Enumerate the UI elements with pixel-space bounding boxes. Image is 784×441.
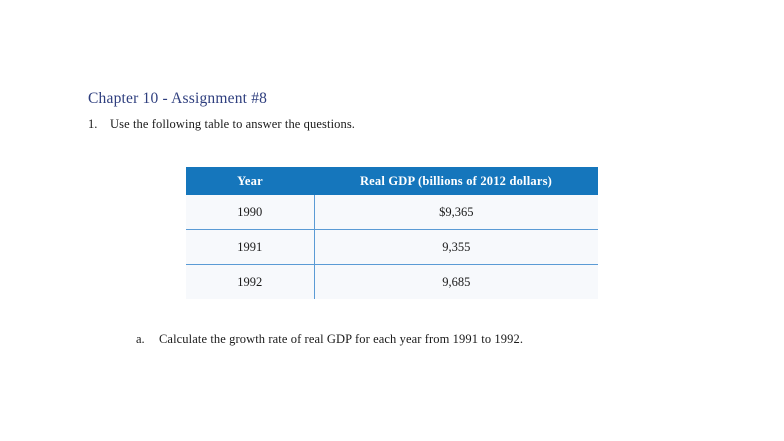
cell-real-gdp: 9,685 (313, 264, 598, 299)
question-1-text: Use the following table to answer the qu… (110, 117, 356, 131)
table-header: Year Real GDP (billions of 2012 dollars) (186, 167, 598, 195)
table-header-row: Year Real GDP (billions of 2012 dollars) (186, 167, 598, 195)
table-row: 1991 9,355 (186, 229, 598, 265)
cell-real-gdp: 9,355 (313, 229, 598, 265)
cell-year: 1991 (186, 229, 314, 265)
table-row: 1990 $9,365 (186, 195, 598, 230)
table-row: 1992 9,685 (186, 264, 598, 299)
question-1a-marker: a. (136, 332, 145, 346)
question-1: 1. Use the following table to answer the… (88, 117, 355, 132)
column-header-year: Year (186, 167, 314, 195)
column-header-real-gdp: Real GDP (billions of 2012 dollars) (314, 167, 598, 195)
question-1a-text: Calculate the growth rate of real GDP fo… (159, 332, 524, 346)
cell-year: 1990 (186, 195, 314, 230)
page-title: Chapter 10 - Assignment #8 (88, 90, 268, 107)
cell-real-gdp: $9,365 (313, 195, 598, 230)
question-1a: a. Calculate the growth rate of real GDP… (136, 332, 523, 347)
real-gdp-table: Year Real GDP (billions of 2012 dollars)… (186, 167, 598, 299)
table-body: 1990 $9,365 1991 9,355 1992 9,685 (186, 195, 598, 299)
cell-year: 1992 (186, 264, 314, 299)
question-1-marker: 1. (88, 117, 98, 131)
